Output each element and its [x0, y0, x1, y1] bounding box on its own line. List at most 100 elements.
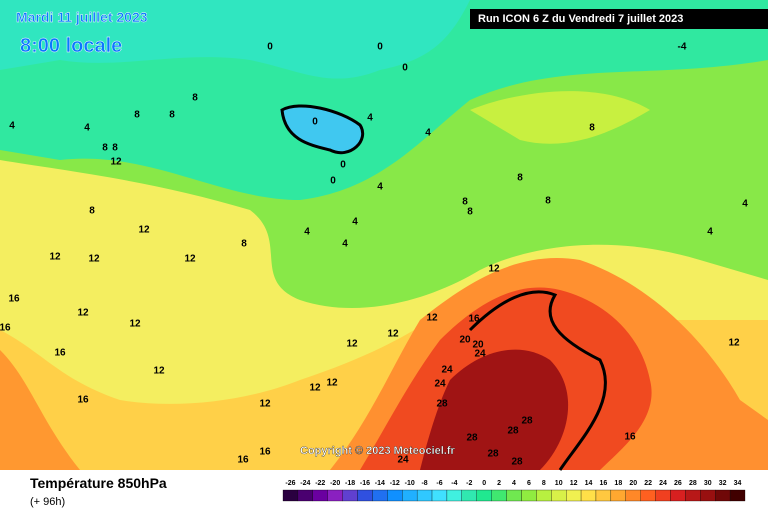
colorbar-label: 14	[585, 480, 593, 487]
zone-orange-w	[0, 350, 80, 470]
copyright: Copyright © 2023 Meteociel.fr	[300, 445, 456, 457]
colorbar-swatch	[491, 489, 507, 502]
contour-label: 4	[304, 227, 310, 238]
colorbar-swatch	[357, 489, 373, 502]
colorbar-label: 16	[600, 480, 608, 487]
contour-label: 12	[49, 252, 61, 263]
colorbar-swatch	[640, 489, 656, 502]
contour-label: 16	[0, 323, 11, 334]
contour-label: 16	[624, 432, 636, 443]
colorbar-swatch	[715, 489, 731, 502]
contour-label: 28	[466, 433, 478, 444]
colorbar-swatch	[685, 489, 701, 502]
contour-label: 8	[241, 239, 247, 250]
contour-label: 12	[110, 157, 122, 168]
colorbar-label: 34	[734, 480, 742, 487]
colorbar-label: 24	[659, 480, 667, 487]
colorbar-swatch	[476, 489, 492, 502]
colorbar-label: 12	[570, 480, 578, 487]
contour-label: 20	[472, 340, 484, 351]
contour-label: 20	[459, 335, 471, 346]
contour-label: 28	[436, 399, 448, 410]
contour-label: 24	[397, 455, 409, 466]
colorbar-label: -4	[451, 480, 457, 487]
colorbar-swatch	[446, 489, 462, 502]
colorbar-label: 26	[674, 480, 682, 487]
colorbar-swatch	[521, 489, 537, 502]
contour-label: 4	[425, 128, 431, 139]
contour-label: 12	[77, 308, 89, 319]
contour-label: 0	[402, 63, 408, 74]
colorbar-swatch	[729, 489, 746, 502]
isotherm-0	[280, 104, 365, 155]
contour-label: 12	[184, 254, 196, 265]
colorbar-label: -26	[285, 480, 295, 487]
colorbar-label: 10	[555, 480, 563, 487]
contour-label: 24	[441, 365, 453, 376]
contour-label: 12	[138, 225, 150, 236]
run-box	[470, 9, 768, 29]
contour-label: -4	[678, 42, 687, 53]
colorbar-swatch	[536, 489, 552, 502]
footer-title: Température 850hPa	[30, 475, 167, 491]
contour-label: 16	[468, 314, 480, 325]
colorbar-swatch	[416, 489, 433, 502]
colorbar-swatch	[387, 489, 403, 502]
colorbar-swatch	[461, 489, 477, 502]
contour-label: 8	[517, 173, 523, 184]
zone-ygreen	[470, 91, 650, 144]
contour-label: 4	[342, 239, 348, 250]
colorbar-swatch	[551, 489, 567, 502]
run-text: Run ICON 6 Z du Vendredi 7 juillet 2023	[478, 13, 683, 25]
contour-label: 8	[467, 207, 473, 218]
contour-label: 12	[426, 313, 438, 324]
contour-label: 28	[507, 426, 519, 437]
contour-label: 4	[352, 217, 358, 228]
colorbar-swatch	[312, 489, 328, 502]
contour-label: 12	[88, 254, 100, 265]
contour-label: 12	[346, 339, 358, 350]
colorbar-label: 30	[704, 480, 712, 487]
colorbar-label: -24	[300, 480, 310, 487]
colorbar-label: -22	[315, 480, 325, 487]
colorbar-label: 2	[497, 480, 501, 487]
colorbar-swatch	[655, 489, 671, 502]
contour-label: 8	[169, 110, 175, 121]
colorbar-swatch	[506, 489, 522, 502]
contour-label: 8	[134, 110, 140, 121]
contour-label: 4	[377, 182, 383, 193]
contour-label: 12	[387, 329, 399, 340]
colorbar-swatch	[610, 489, 626, 502]
contour-label: 4	[367, 113, 373, 124]
colorbar-label: 28	[689, 480, 697, 487]
contour-label: 16	[54, 348, 66, 359]
contour-label: 4	[742, 199, 748, 210]
contour-label: 16	[259, 447, 271, 458]
zone-cyan2	[0, 0, 470, 79]
colorbar-swatch	[372, 489, 388, 502]
contour-label: 0	[377, 42, 383, 53]
colorbar-label: -18	[345, 480, 355, 487]
zone-darkred	[420, 349, 569, 470]
contour-label: 0	[267, 42, 273, 53]
contour-label: 4	[84, 123, 90, 134]
colorbar-label: -2	[466, 480, 472, 487]
contour-label: 0	[340, 160, 346, 171]
colorbar-label: -16	[360, 480, 370, 487]
colorbar-swatch	[402, 489, 418, 502]
colorbar-label: -8	[421, 480, 427, 487]
colorbar-label: 18	[614, 480, 622, 487]
contour-label: -4	[746, 13, 755, 24]
contour-label: 8	[589, 123, 595, 134]
contour-label: 12	[728, 338, 740, 349]
contour-label: 8	[89, 206, 95, 217]
colorbar-swatch	[431, 489, 448, 502]
colorbar-label: 4	[512, 480, 516, 487]
colorbar-swatch	[580, 489, 597, 502]
contour-label: 12	[129, 319, 141, 330]
colorbar-label: -12	[390, 480, 400, 487]
colorbar-label: 0	[482, 480, 486, 487]
contour-label: 8	[112, 143, 118, 154]
colorbar: -26 -24 -22 -20 -18 -16 -14 -12 -10 -8 -6 -4 -2 0 2 4 6 8…	[282, 480, 746, 502]
